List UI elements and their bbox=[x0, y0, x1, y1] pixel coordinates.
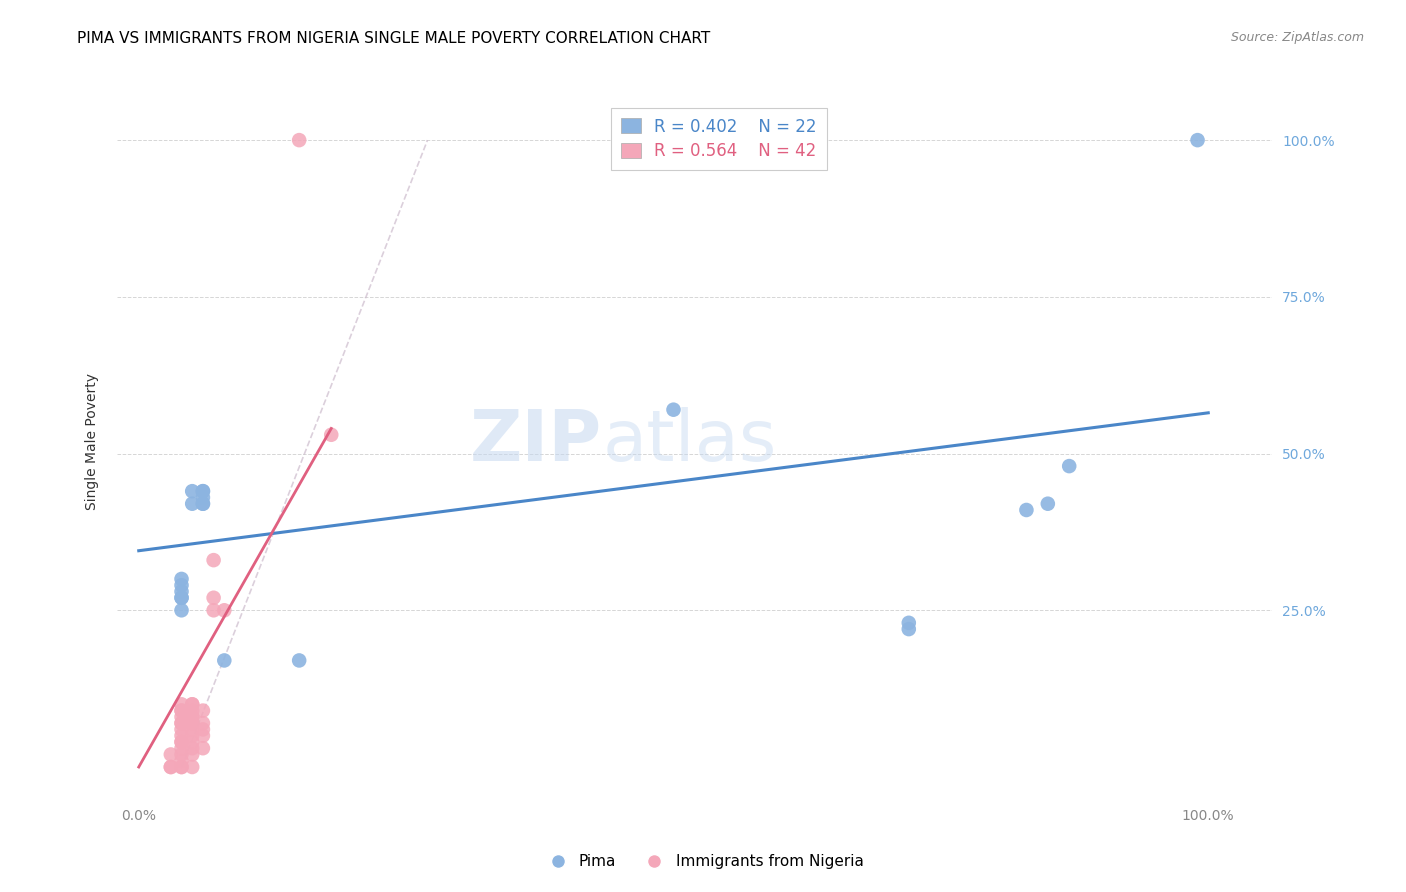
Point bbox=[191, 704, 214, 718]
Point bbox=[170, 591, 193, 605]
Point bbox=[170, 572, 193, 586]
Point bbox=[181, 716, 204, 731]
Point bbox=[181, 747, 204, 762]
Point bbox=[181, 710, 204, 724]
Point bbox=[1015, 503, 1038, 517]
Point bbox=[160, 760, 183, 774]
Point bbox=[170, 716, 193, 731]
Text: PIMA VS IMMIGRANTS FROM NIGERIA SINGLE MALE POVERTY CORRELATION CHART: PIMA VS IMMIGRANTS FROM NIGERIA SINGLE M… bbox=[77, 31, 710, 46]
Point bbox=[181, 698, 204, 712]
Point bbox=[181, 729, 204, 743]
Point bbox=[181, 710, 204, 724]
Point bbox=[202, 553, 225, 567]
Point bbox=[170, 704, 193, 718]
Y-axis label: Single Male Poverty: Single Male Poverty bbox=[86, 373, 100, 509]
Point bbox=[1187, 133, 1209, 147]
Point bbox=[191, 497, 214, 511]
Point bbox=[191, 491, 214, 505]
Point bbox=[181, 704, 204, 718]
Point bbox=[170, 760, 193, 774]
Point bbox=[181, 716, 204, 731]
Point bbox=[170, 723, 193, 737]
Point bbox=[191, 716, 214, 731]
Point bbox=[897, 622, 920, 636]
Point bbox=[170, 584, 193, 599]
Point bbox=[662, 402, 685, 417]
Legend: Pima, Immigrants from Nigeria: Pima, Immigrants from Nigeria bbox=[536, 848, 870, 875]
Point bbox=[160, 760, 183, 774]
Point bbox=[170, 578, 193, 592]
Point bbox=[1036, 497, 1059, 511]
Point bbox=[191, 729, 214, 743]
Point bbox=[214, 603, 236, 617]
Point bbox=[181, 698, 204, 712]
Point bbox=[181, 760, 204, 774]
Point bbox=[181, 723, 204, 737]
Point bbox=[170, 716, 193, 731]
Point bbox=[170, 698, 193, 712]
Point bbox=[1057, 459, 1080, 474]
Point bbox=[181, 741, 204, 756]
Point bbox=[288, 133, 311, 147]
Point bbox=[214, 653, 236, 667]
Text: ZIP: ZIP bbox=[470, 407, 603, 475]
Point bbox=[202, 591, 225, 605]
Point bbox=[288, 653, 311, 667]
Point bbox=[897, 615, 920, 630]
Point bbox=[191, 741, 214, 756]
Point bbox=[170, 735, 193, 749]
Point bbox=[170, 754, 193, 768]
Point bbox=[170, 603, 193, 617]
Point bbox=[202, 603, 225, 617]
Point bbox=[181, 484, 204, 499]
Point bbox=[170, 747, 193, 762]
Point bbox=[160, 747, 183, 762]
Point bbox=[321, 427, 343, 442]
Point bbox=[170, 735, 193, 749]
Point bbox=[191, 497, 214, 511]
Point bbox=[170, 741, 193, 756]
Point bbox=[170, 729, 193, 743]
Point bbox=[191, 484, 214, 499]
Point bbox=[170, 760, 193, 774]
Point bbox=[191, 723, 214, 737]
Point bbox=[181, 735, 204, 749]
Point bbox=[170, 704, 193, 718]
Text: atlas: atlas bbox=[603, 407, 778, 475]
Legend: R = 0.402    N = 22, R = 0.564    N = 42: R = 0.402 N = 22, R = 0.564 N = 42 bbox=[610, 108, 827, 170]
Point bbox=[181, 497, 204, 511]
Point bbox=[170, 710, 193, 724]
Point bbox=[170, 591, 193, 605]
Point bbox=[191, 484, 214, 499]
Text: Source: ZipAtlas.com: Source: ZipAtlas.com bbox=[1230, 31, 1364, 45]
